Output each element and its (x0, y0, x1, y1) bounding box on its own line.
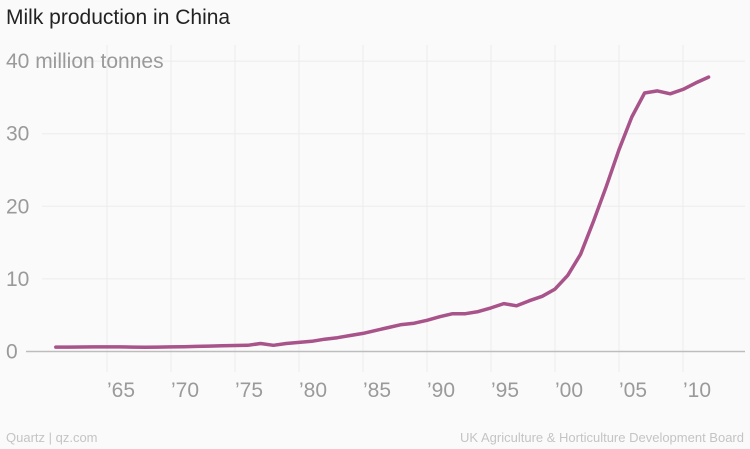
y-tick-label: 30 (6, 123, 29, 146)
x-tick-label: ’80 (299, 379, 327, 402)
x-tick-label: ’05 (619, 379, 647, 402)
x-tick-label: ’10 (683, 379, 711, 402)
x-tick-label: ’00 (555, 379, 583, 402)
x-tick-label: ’95 (491, 379, 519, 402)
y-tick-label: 40 million tonnes (6, 50, 164, 73)
source-credit: Quartz | qz.com (6, 430, 98, 445)
data-source: UK Agriculture & Horticulture Developmen… (460, 430, 744, 445)
chart-title: Milk production in China (6, 6, 231, 29)
series-line-milk-production (54, 75, 711, 350)
y-tick-label: 10 (6, 268, 29, 291)
x-tick-label: ’65 (107, 379, 135, 402)
x-tick-label: ’85 (363, 379, 391, 402)
x-tick-label: ’90 (427, 379, 455, 402)
x-tick-label: ’70 (171, 379, 199, 402)
y-tick-label: 20 (6, 195, 29, 218)
y-tick-label: 0 (6, 341, 18, 364)
x-tick-label: ’75 (235, 379, 263, 402)
